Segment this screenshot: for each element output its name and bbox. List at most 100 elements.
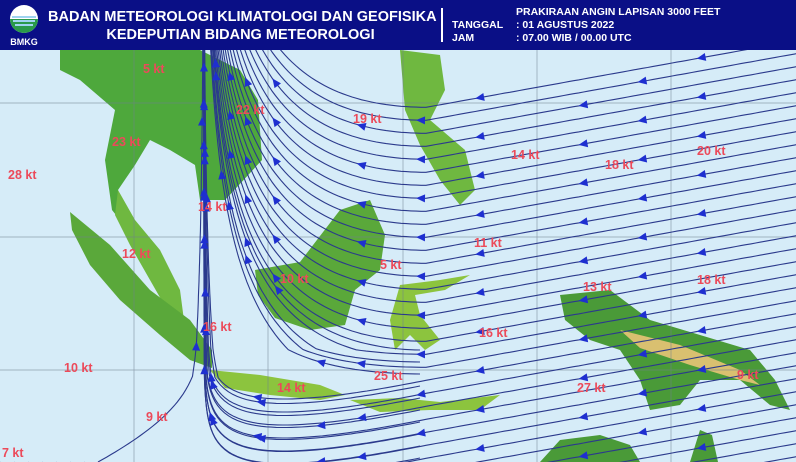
wind-direction-arrow bbox=[475, 365, 485, 374]
wind-direction-arrow bbox=[578, 412, 589, 421]
streamline bbox=[212, 50, 796, 355]
streamline bbox=[220, 50, 796, 277]
wind-direction-arrow bbox=[578, 139, 589, 148]
wind-direction-arrow bbox=[357, 413, 367, 422]
wind-speed-label: 23 kt bbox=[112, 135, 141, 149]
wind-direction-arrow bbox=[416, 389, 426, 398]
wind-direction-arrow bbox=[696, 404, 707, 412]
wind-direction-arrow bbox=[218, 170, 227, 180]
wind-direction-arrow bbox=[199, 140, 208, 150]
wind-direction-arrow bbox=[316, 457, 326, 462]
wind-direction-arrow bbox=[256, 398, 266, 407]
wind-direction-arrow bbox=[416, 233, 426, 242]
wind-direction-arrow bbox=[696, 326, 707, 334]
wind-arrows bbox=[192, 53, 707, 462]
wind-direction-arrow bbox=[696, 248, 707, 256]
wind-direction-arrow bbox=[696, 209, 707, 217]
wind-direction-arrow bbox=[578, 256, 589, 265]
org-division: KEDEPUTIAN BIDANG METEOROLOGI bbox=[106, 27, 375, 43]
wind-direction-arrow bbox=[200, 323, 209, 333]
wind-speed-label: 25 kt bbox=[374, 369, 403, 383]
wind-direction-arrow bbox=[416, 194, 426, 203]
streamline bbox=[227, 50, 796, 238]
streamline bbox=[239, 50, 796, 186]
wind-direction-arrow bbox=[637, 232, 648, 241]
wind-speed-label: 9 kt bbox=[737, 368, 759, 382]
wind-direction-arrow bbox=[578, 373, 589, 382]
wind-direction-arrow bbox=[256, 434, 266, 443]
time-value: : 07.00 WIB / 00.00 UTC bbox=[516, 32, 632, 44]
wind-direction-arrow bbox=[416, 272, 426, 281]
wind-direction-arrow bbox=[637, 154, 648, 163]
map-canvas bbox=[0, 50, 796, 462]
wind-direction-arrow bbox=[200, 62, 209, 72]
wind-direction-arrow bbox=[200, 147, 209, 157]
streamline bbox=[219, 50, 796, 290]
wind-direction-arrow bbox=[227, 71, 236, 82]
wind-direction-arrow bbox=[475, 443, 485, 452]
streamline bbox=[547, 417, 796, 462]
wind-speed-label: 10 kt bbox=[280, 272, 309, 286]
wind-direction-arrow bbox=[696, 287, 707, 295]
wind-direction-arrow bbox=[272, 156, 281, 167]
streamline bbox=[210, 50, 796, 368]
wind-speed-label: 5 kt bbox=[143, 62, 165, 76]
streamline bbox=[763, 456, 796, 462]
wind-speed-label: 14 kt bbox=[511, 148, 540, 162]
wind-direction-arrow bbox=[578, 451, 589, 460]
wind-direction-arrow bbox=[578, 334, 589, 343]
wind-speed-label: 16 kt bbox=[203, 320, 232, 334]
wind-direction-arrow bbox=[637, 427, 648, 436]
streamline bbox=[229, 50, 796, 225]
wind-direction-arrow bbox=[272, 117, 281, 128]
wind-direction-arrow bbox=[211, 58, 220, 68]
time-label: JAM bbox=[452, 32, 475, 44]
sulawesi bbox=[390, 275, 470, 350]
wind-speed-label: 14 kt bbox=[198, 200, 227, 214]
streamline bbox=[261, 50, 796, 134]
wind-direction-arrow bbox=[202, 202, 211, 212]
wind-direction-arrow bbox=[244, 254, 253, 265]
wind-direction-arrow bbox=[272, 195, 281, 206]
wind-direction-arrow bbox=[416, 116, 426, 125]
wind-direction-arrow bbox=[416, 350, 426, 359]
wind-direction-arrow bbox=[226, 200, 234, 211]
wind-direction-arrow bbox=[416, 311, 426, 320]
wind-direction-arrow bbox=[252, 394, 263, 402]
wind-direction-arrow bbox=[356, 122, 367, 131]
streamline bbox=[403, 391, 796, 462]
wind-direction-arrow bbox=[578, 100, 589, 109]
wind-speed-label: 7 kt bbox=[2, 446, 24, 460]
streamline bbox=[255, 50, 796, 147]
wind-speed-label: 27 kt bbox=[577, 381, 606, 395]
wind-direction-arrow bbox=[316, 359, 326, 368]
wind-direction-arrow bbox=[200, 191, 209, 201]
wind-direction-arrow bbox=[200, 234, 209, 244]
wind-speed-label: 11 kt bbox=[474, 236, 502, 250]
wind-direction-arrow bbox=[356, 278, 367, 287]
wind-direction-arrow bbox=[356, 200, 367, 209]
streamline bbox=[270, 50, 796, 121]
wind-direction-arrow bbox=[272, 78, 281, 89]
wind-direction-arrow bbox=[696, 443, 707, 451]
wind-speed-label: 20 kt bbox=[697, 144, 726, 158]
wind-direction-arrow bbox=[356, 239, 367, 248]
wind-speed-label: 14 kt bbox=[277, 381, 306, 395]
wind-direction-arrow bbox=[356, 317, 367, 326]
wind-direction-arrow bbox=[637, 115, 648, 124]
wind-direction-arrow bbox=[200, 365, 209, 375]
bmkg-logo: BMKG bbox=[10, 5, 38, 47]
malay-peninsula bbox=[115, 190, 185, 328]
wind-speed-label: 16 kt bbox=[479, 326, 508, 340]
streamline bbox=[395, 457, 421, 462]
wind-direction-arrow bbox=[316, 421, 326, 430]
date-label: TANGGAL bbox=[452, 19, 504, 31]
date-value: : 01 AGUSTUS 2022 bbox=[516, 19, 615, 31]
wind-speed-label: 18 kt bbox=[605, 158, 634, 172]
wind-speed-label: 28 kt bbox=[8, 168, 37, 182]
wind-direction-arrow bbox=[274, 285, 284, 296]
wind-direction-arrow bbox=[199, 98, 208, 108]
wind-direction-arrow bbox=[475, 170, 485, 179]
wind-direction-arrow bbox=[227, 110, 236, 121]
indochina bbox=[60, 50, 262, 220]
